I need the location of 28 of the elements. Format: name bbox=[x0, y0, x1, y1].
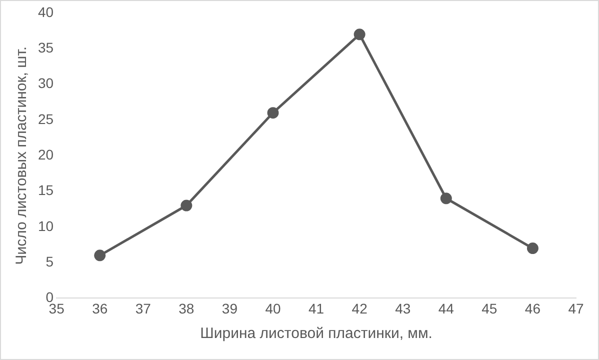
point bbox=[440, 192, 452, 204]
point bbox=[267, 107, 279, 119]
point bbox=[180, 200, 192, 212]
x-tick-label: 39 bbox=[222, 300, 238, 316]
x-tick-label: 43 bbox=[395, 300, 411, 316]
x-tick-label: 36 bbox=[92, 300, 108, 316]
x-tick-label: 44 bbox=[438, 300, 454, 316]
x-tick-label: 38 bbox=[178, 300, 194, 316]
y-tick-label: 30 bbox=[38, 75, 54, 92]
y-tick-label: 35 bbox=[38, 40, 54, 56]
x-tick-label: 47 bbox=[568, 300, 584, 316]
x-tick-label: 46 bbox=[524, 300, 541, 316]
x-tick-label: 40 bbox=[265, 300, 281, 316]
x-tick-label: 41 bbox=[308, 300, 324, 316]
x-tick-label: 45 bbox=[482, 300, 498, 316]
y-tick-label: 5 bbox=[46, 253, 54, 270]
point bbox=[526, 242, 538, 254]
point bbox=[94, 250, 106, 262]
y-axis-title: Число листовых пластинок, шт. bbox=[13, 46, 30, 265]
y-tick-label: 20 bbox=[38, 146, 54, 162]
x-tick-label: 42 bbox=[352, 300, 368, 316]
y-tick-label: 25 bbox=[38, 110, 54, 127]
point bbox=[354, 28, 366, 40]
x-tick-label: 37 bbox=[135, 300, 152, 316]
y-tick-label: 10 bbox=[38, 218, 54, 234]
y-tick-label: 15 bbox=[38, 182, 54, 198]
y-tick-label: 40 bbox=[38, 4, 54, 20]
x-axis-title: Ширина листовой пластинки, мм. bbox=[200, 325, 432, 342]
